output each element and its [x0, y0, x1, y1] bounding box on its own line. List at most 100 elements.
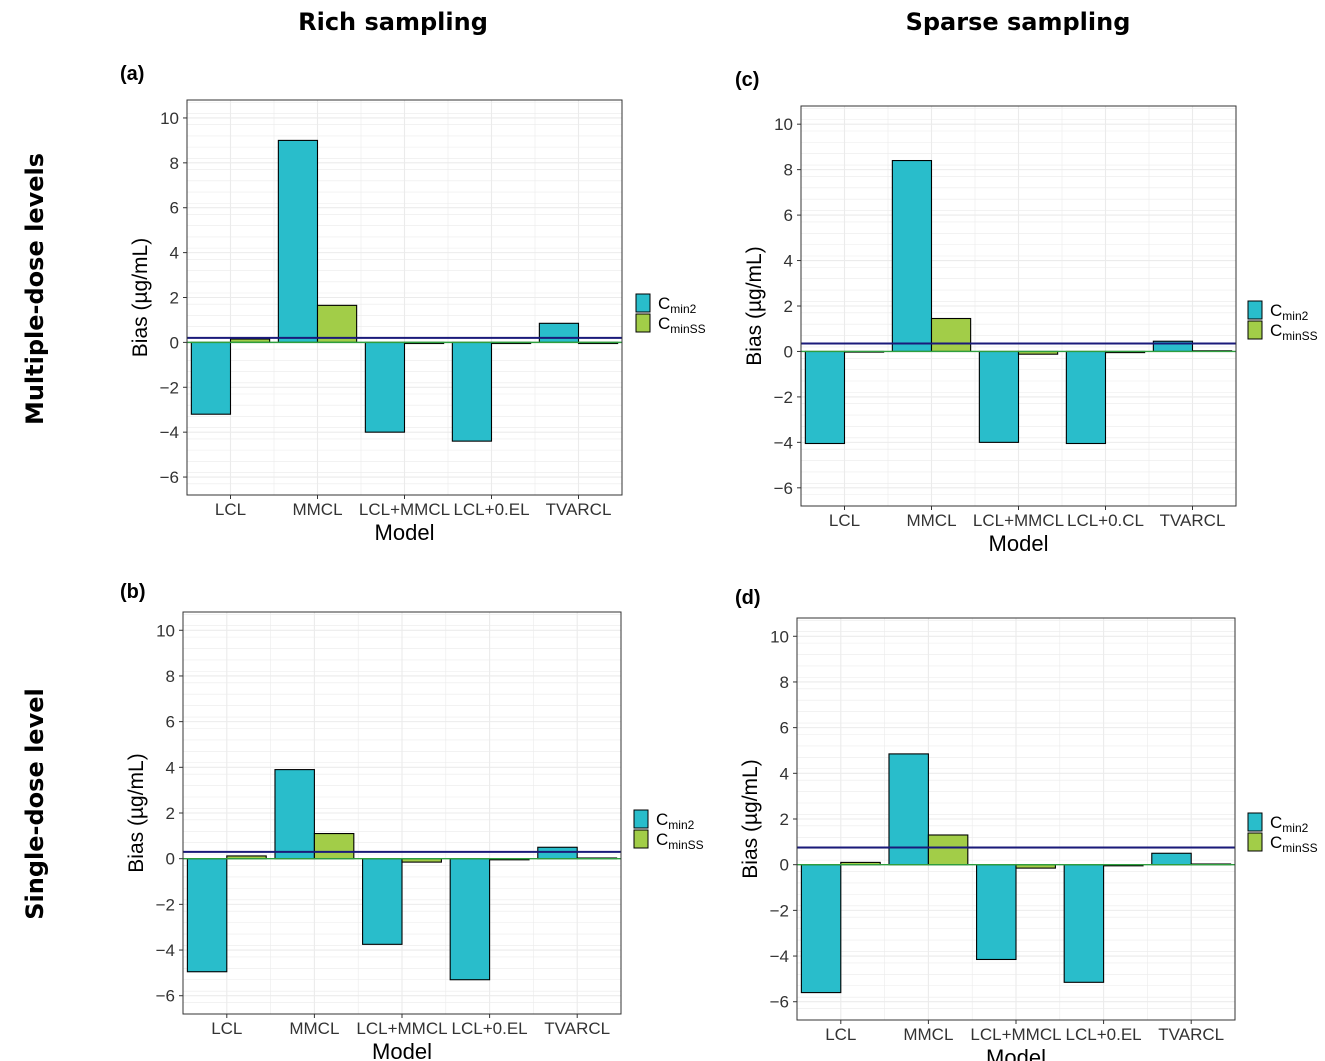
legend-label-0: Cmin2 [1270, 301, 1309, 323]
x-tick-label: LCL+MMCL [359, 500, 450, 519]
y-tick-label: 6 [166, 713, 175, 732]
y-tick-label: 8 [170, 154, 179, 173]
y-tick-label: 4 [170, 244, 179, 263]
x-tick-label: MMCL [903, 1025, 953, 1044]
x-axis-title: Model [986, 1045, 1046, 1061]
bar-cmin2-4 [537, 846, 578, 860]
x-axis-title: Model [989, 531, 1049, 556]
bar-cmin2-2 [362, 858, 403, 945]
legend-label-1: CminSS [658, 314, 706, 336]
y-tick-label: 2 [166, 804, 175, 823]
x-axis-title: Model [372, 1039, 432, 1061]
y-tick-label: −4 [156, 941, 175, 960]
bar-cmin2-0 [186, 858, 228, 973]
panel-tag: (b) [120, 581, 146, 603]
x-tick-label: MMCL [289, 1019, 339, 1038]
y-tick-label: 6 [170, 199, 179, 218]
y-tick-label: 2 [780, 810, 789, 829]
bar-cmin2-1 [888, 753, 929, 866]
x-axis-title: Model [375, 520, 435, 545]
legend-label-1: CminSS [656, 830, 704, 852]
bar-cmin2-1 [274, 769, 315, 860]
y-tick-label: 6 [784, 206, 793, 225]
panel-tag: (d) [735, 587, 761, 609]
legend-key-1 [1247, 832, 1263, 852]
panel-3: −6 −4 −2 0 2 4 6 8 10 LCL MMCL LCL+MMCL LCL+0.EL TVAR… [735, 587, 1318, 1061]
panel-0: −6 −4 −2 0 2 4 6 8 10 LCL MMCL LCL+MMCL LCL+0.EL TVAR… [120, 63, 706, 545]
bar-cmin2-2 [978, 350, 1020, 443]
x-tick-label: LCL+MMCL [970, 1025, 1061, 1044]
bar-cmin2-3 [1063, 864, 1105, 983]
panel-tag: (a) [120, 63, 144, 85]
bar-cmin2-3 [449, 858, 491, 981]
column-header-rich: Rich sampling [298, 8, 488, 36]
y-tick-label: −2 [156, 895, 175, 914]
legend-label-0: Cmin2 [1270, 813, 1309, 835]
y-tick-label: 8 [784, 161, 793, 180]
bar-cmin2-3 [1065, 350, 1107, 445]
legend-label-1: CminSS [1270, 833, 1318, 855]
bar-cminss-1 [930, 317, 972, 353]
y-tick-label: −6 [770, 993, 789, 1012]
bar-cminss-1 [316, 304, 358, 343]
x-tick-label: LCL [829, 511, 860, 530]
legend-label-0: Cmin2 [658, 294, 697, 316]
legend-key-0 [633, 809, 649, 829]
y-tick-label: 4 [780, 764, 789, 783]
bar-cmin2-3 [451, 341, 493, 442]
x-tick-label: TVARCL [546, 500, 612, 519]
bar-cmin2-4 [538, 322, 580, 343]
y-tick-label: −4 [770, 947, 789, 966]
y-tick-label: −4 [774, 433, 793, 452]
legend-key-1 [1247, 320, 1263, 340]
y-tick-label: 8 [780, 673, 789, 692]
bar-cmin2-0 [804, 350, 846, 445]
x-tick-label: LCL [211, 1019, 242, 1038]
y-tick-label: 0 [166, 850, 175, 869]
legend-label-1: CminSS [1270, 321, 1318, 343]
bar-cminss-1 [313, 833, 355, 860]
y-tick-label: 10 [156, 621, 175, 640]
y-tick-label: 0 [780, 856, 789, 875]
bar-cmin2-1 [891, 159, 933, 353]
bar-cmin2-2 [976, 864, 1017, 961]
y-tick-label: 10 [774, 115, 793, 134]
x-tick-label: LCL [825, 1025, 856, 1044]
bar-cmin2-0 [190, 341, 232, 415]
y-tick-label: 2 [170, 289, 179, 308]
legend-key-0 [1247, 300, 1263, 320]
x-tick-label: LCL+MMCL [973, 511, 1064, 530]
y-tick-label: 0 [784, 342, 793, 361]
y-tick-label: 6 [780, 719, 789, 738]
panel-2: −6 −4 −2 0 2 4 6 8 10 LCL MMCL LCL+MMCL LCL+0.EL TVAR… [120, 581, 704, 1061]
panel-tag: (c) [735, 69, 759, 91]
x-tick-label: MMCL [906, 511, 956, 530]
column-header-sparse: Sparse sampling [905, 8, 1131, 36]
bar-cmin2-2 [364, 341, 406, 433]
x-tick-label: TVARCL [1160, 511, 1226, 530]
y-axis-title: Bias (µg/mL) [743, 246, 766, 365]
y-tick-label: 10 [160, 109, 179, 128]
legend-key-0 [1247, 812, 1263, 832]
x-tick-label: LCL+MMCL [356, 1019, 447, 1038]
x-tick-label: TVARCL [1158, 1025, 1224, 1044]
y-tick-label: −2 [774, 388, 793, 407]
y-tick-label: 2 [784, 297, 793, 316]
legend-key-0 [635, 293, 651, 313]
y-tick-label: −2 [160, 378, 179, 397]
x-tick-label: LCL [215, 500, 246, 519]
y-tick-label: −2 [770, 901, 789, 920]
y-tick-label: −4 [160, 423, 179, 442]
bar-cmin2-1 [277, 139, 319, 343]
bar-cminss-1 [927, 834, 969, 866]
bar-cmin2-0 [800, 864, 842, 994]
y-tick-label: 4 [166, 758, 175, 777]
y-tick-label: −6 [156, 987, 175, 1006]
x-tick-label: LCL+0.EL [453, 500, 529, 519]
y-tick-label: 10 [770, 627, 789, 646]
y-tick-label: −6 [774, 479, 793, 498]
legend-key-1 [635, 313, 651, 333]
y-axis-title: Bias (µg/mL) [129, 238, 152, 357]
x-tick-label: MMCL [292, 500, 342, 519]
